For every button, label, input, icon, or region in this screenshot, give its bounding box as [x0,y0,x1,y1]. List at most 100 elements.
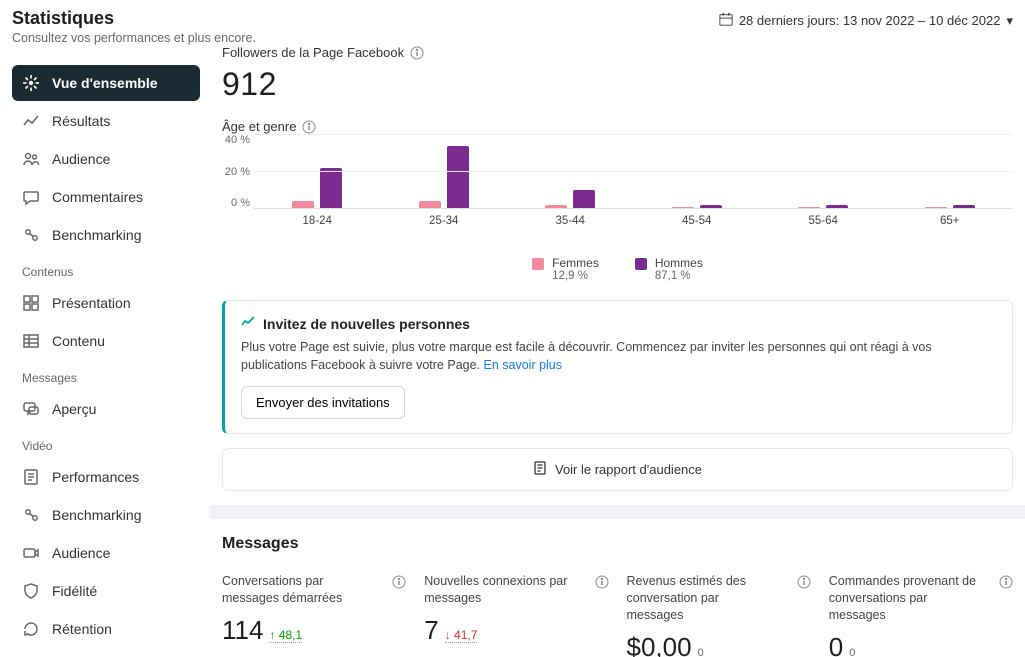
delta: ↓ 41,7 [445,628,478,643]
report-button-label: Voir le rapport d'audience [555,462,702,477]
bar-male [700,205,722,208]
date-range-picker[interactable]: 28 derniers jours: 13 nov 2022 – 10 déc … [719,12,1013,29]
sidebar-item-label: Résultats [52,113,110,129]
x-tick: 25-34 [381,215,508,227]
metric-sub: 0 [698,647,704,657]
bar-male [573,190,595,208]
sidebar-item-fid-lit-[interactable]: Fidélité [12,573,200,609]
metric-sub: 0 [849,647,855,657]
callout-title: Invitez de nouvelles personnes [263,316,470,332]
sidebar-item-label: Audience [52,151,110,167]
legend-female-pct: 12,9 % [552,270,599,282]
x-tick: 18-24 [254,215,381,227]
sidebar-item-r-sultats[interactable]: Résultats [12,103,200,139]
sidebar-item-pr-sentation[interactable]: Présentation [12,285,200,321]
followers-count: 912 [222,66,1013,103]
bar-female [419,201,441,208]
metric-card: Conversations par messages démarrées 114 ↑… [222,573,406,657]
sidebar-item-label: Audience [52,545,110,561]
sidebar-section-contents: Contenus [12,255,200,285]
sidebar-item-label: Vue d'ensemble [52,75,158,91]
view-audience-report-button[interactable]: Voir le rapport d'audience [222,448,1013,491]
sidebar-item-commentaires[interactable]: Commentaires [12,179,200,215]
metric-value: 114 [222,615,263,646]
learn-more-link[interactable]: En savoir plus [484,358,563,372]
burst-icon [22,74,40,92]
x-tick: 55-64 [760,215,887,227]
calendar-icon [719,12,733,29]
sidebar-item-performances[interactable]: Performances [12,459,200,495]
metric-label: Nouvelles connexions par messages [424,573,574,607]
sidebar-item-benchmarking[interactable]: Benchmarking [12,497,200,533]
sidebar-item-label: Performances [52,469,139,485]
metric-card: Revenus estimés des conversation par mes… [627,573,811,657]
bar-female [545,205,567,208]
x-tick: 65+ [887,215,1014,227]
page-subtitle: Consultez vos performances et plus encor… [12,31,256,45]
main-content: Followers de la Page Facebook 912 Âge et… [210,45,1025,657]
delta: ↑ 48,1 [269,628,302,643]
age-gender-title: Âge et genre [222,119,296,134]
x-tick: 45-54 [634,215,761,227]
legend-male: Hommes [655,256,703,270]
y-tick: 40 % [222,134,250,146]
info-icon[interactable] [999,575,1013,589]
metric-label: Commandes provenant de conversations par… [829,573,979,624]
sidebar-item-r-tention[interactable]: Rétention [12,611,200,647]
y-tick: 0 % [222,197,250,209]
metric-card: Nouvelles connexions par messages 7 ↓ 41,7 [424,573,608,657]
sidebar-section-messages: Messages [12,361,200,391]
bar-male [826,205,848,208]
sidebar-item-label: Rétention [52,621,112,637]
legend-male-pct: 87,1 % [655,270,703,282]
info-icon[interactable] [595,575,609,589]
metric-card: Commandes provenant de conversations par… [829,573,1013,657]
doc-icon [22,468,40,486]
metric-value: 7 [424,615,438,646]
x-tick: 35-44 [507,215,634,227]
bench-icon [22,226,40,244]
callout-body: Plus votre Page est suivie, plus votre m… [241,340,932,372]
bench-icon [22,506,40,524]
metric-label: Conversations par messages démarrées [222,573,372,607]
bar-female [925,207,947,208]
metric-value: $0,00 [627,632,692,657]
bar-female [672,207,694,208]
y-tick: 20 % [222,166,250,178]
sidebar-item-audience[interactable]: Audience [12,535,200,571]
send-invites-button[interactable]: Envoyer des invitations [241,386,405,419]
age-gender-chart: 40 % 20 % 0 % 18-2425-3435-4445-5455-646… [222,134,1013,244]
info-icon[interactable] [392,575,406,589]
page-title: Statistiques [12,8,256,29]
sidebar: Vue d'ensemble Résultats Audience Commentai… [0,45,210,657]
sidebar-item-label: Présentation [52,295,131,311]
metric-value: 0 [829,632,843,657]
legend-female: Femmes [552,256,599,270]
bar-male [953,205,975,208]
table-icon [22,332,40,350]
info-icon[interactable] [410,46,424,60]
bar-male [447,146,469,208]
bar-female [798,207,820,208]
sidebar-item-label: Benchmarking [52,227,142,243]
sidebar-item-vue-d-ensemble[interactable]: Vue d'ensemble [12,65,200,101]
info-icon[interactable] [797,575,811,589]
followers-title: Followers de la Page Facebook [222,45,404,60]
sidebar-item-benchmarking[interactable]: Benchmarking [12,217,200,253]
metric-label: Revenus estimés des conversation par mes… [627,573,777,624]
shield-icon [22,582,40,600]
spark-icon [241,315,255,332]
sidebar-item-contenu[interactable]: Contenu [12,323,200,359]
info-icon[interactable] [302,120,316,134]
refresh-icon [22,620,40,638]
bar-male [320,168,342,208]
chart-line-icon [22,112,40,130]
chat-icon [22,400,40,418]
sidebar-item-aper-u[interactable]: Aperçu [12,391,200,427]
sidebar-item-audience[interactable]: Audience [12,141,200,177]
sidebar-item-label: Contenu [52,333,105,349]
messages-section-title: Messages [222,535,1013,553]
bar-female [292,201,314,208]
comment-icon [22,188,40,206]
date-range-text: 28 derniers jours: 13 nov 2022 – 10 déc … [739,13,1001,28]
